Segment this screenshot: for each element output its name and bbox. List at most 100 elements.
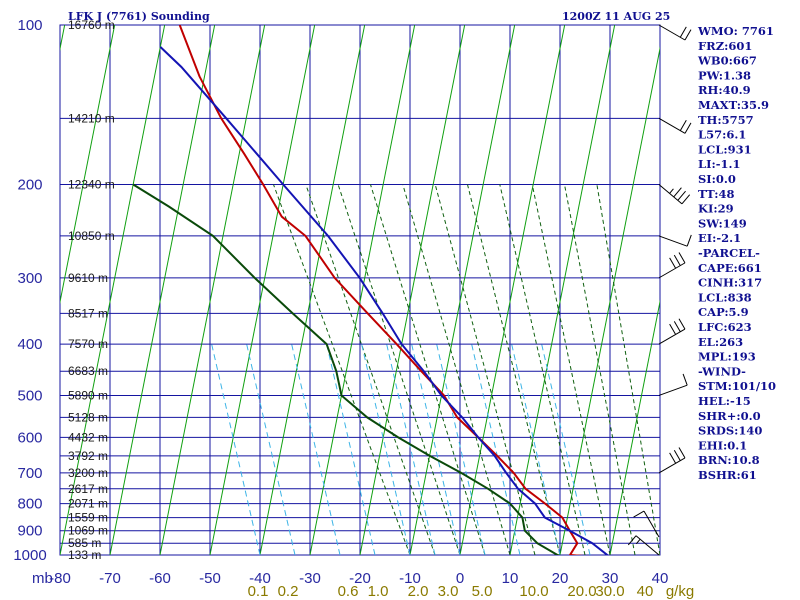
- wind-barb: [658, 117, 692, 134]
- isotherm-line: [359, 25, 466, 555]
- pressure-tick-label: 700: [17, 465, 42, 482]
- moist-adiabat-line: [337, 184, 461, 555]
- mixing-ratio-line: [471, 343, 521, 555]
- mixing-ratio-line: [246, 343, 296, 555]
- mixing-ratio-label: 0.1: [248, 583, 269, 600]
- isotherm-line: [309, 25, 416, 555]
- isotherm-line: [409, 25, 516, 555]
- wind-barb-staff: [635, 535, 660, 556]
- wind-barb-flag: [669, 323, 677, 335]
- sounding-indices: WMO: 7761FRZ:601WB0:667PW:1.38RH:40.9MAX…: [697, 24, 776, 482]
- index-line: WB0:667: [697, 54, 757, 68]
- temperature-tick-label: -30: [299, 570, 321, 587]
- moist-adiabat-line: [564, 184, 636, 555]
- wind-barb: [627, 535, 660, 556]
- temperature-tick-label: -20: [349, 570, 371, 587]
- sounding-series: [132, 25, 609, 555]
- height-label: 8517 m: [68, 306, 108, 320]
- index-line: -PARCEL-: [698, 246, 760, 260]
- wind-barb-flag: [681, 194, 691, 205]
- mixing-ratio-label: 30.0: [595, 583, 624, 600]
- wind-barb-staff: [658, 457, 686, 474]
- moist-adiabat-line: [273, 184, 411, 555]
- height-label: 1069 m: [68, 524, 108, 538]
- wind-barb-half: [635, 538, 641, 545]
- chart-grid: [59, 24, 661, 556]
- height-label: 14210 m: [68, 111, 115, 125]
- moist-adiabat-line: [499, 184, 586, 555]
- wind-barb: [658, 184, 691, 205]
- mixing-ratio-line: [326, 343, 376, 555]
- isotherm-line: [60, 25, 116, 305]
- mixing-ratio-label: 10.0: [519, 583, 548, 600]
- pressure-tick-label: 400: [17, 336, 42, 353]
- temperature-line: [178, 25, 584, 555]
- wind-barb: [658, 373, 688, 396]
- virtual_temperature-line: [159, 46, 609, 555]
- height-label: 3200 m: [68, 466, 108, 480]
- height-label: 10850 m: [68, 229, 115, 243]
- moist-adiabat-line: [467, 184, 561, 555]
- mixing-ratio-label: 40: [637, 583, 654, 600]
- wind-barb: [658, 252, 686, 279]
- wind-barb-staff: [658, 328, 686, 345]
- wind-barb-staff: [658, 24, 686, 41]
- mixing-ratio-unit: g/kg: [666, 583, 694, 600]
- mixing-ratio-line: [511, 343, 561, 555]
- wind-barb-staff: [658, 117, 686, 134]
- temperature-tick-label: -50: [199, 570, 221, 587]
- index-line: MPL:193: [698, 350, 756, 364]
- wind-barb-flag: [633, 510, 645, 518]
- mixing-ratio-label: 3.0: [438, 583, 459, 600]
- wind-barb: [658, 24, 692, 41]
- wind-barb: [633, 510, 660, 538]
- x-unit-label: mb: [32, 570, 53, 587]
- moist-adiabat-line: [305, 184, 436, 555]
- pressure-tick-label: 900: [17, 523, 42, 540]
- mixing-ratio-line: [211, 343, 261, 555]
- index-line: SW:149: [698, 216, 747, 230]
- index-line: EL:263: [698, 335, 743, 349]
- index-line: HEL:-15: [698, 394, 751, 408]
- index-line: TT:48: [698, 187, 735, 201]
- pressure-tick-label: 500: [17, 387, 42, 404]
- temperature-tick-label: -40: [249, 570, 271, 587]
- temperature-tick-label: 20: [552, 570, 569, 587]
- wind-barb-staff: [658, 262, 686, 279]
- adiabats: [60, 25, 660, 555]
- wind-barb-flag: [673, 254, 681, 266]
- index-line: MAXT:35.9: [698, 98, 769, 112]
- moist-adiabat-line: [531, 184, 611, 555]
- wind-barb-flag: [669, 257, 677, 269]
- wind-barb-flag: [678, 252, 686, 264]
- wind-barb-flag: [673, 187, 682, 198]
- index-line: FRZ:601: [698, 39, 752, 53]
- isotherm-line: [159, 25, 266, 555]
- isotherm-line: [459, 25, 566, 555]
- isotherm-line: [109, 25, 216, 555]
- temperature-tick-label: -70: [99, 570, 121, 587]
- dewpoint-line: [132, 183, 562, 555]
- height-label: 585 m: [68, 536, 101, 550]
- wind-barb-flag: [678, 318, 686, 330]
- index-line: STM:101/10: [698, 379, 776, 393]
- index-line: LCL:838: [698, 290, 752, 304]
- wind-barb-half: [669, 188, 674, 194]
- isotherm-line: [509, 25, 616, 555]
- chart-title: LFK J (7761) Sounding: [68, 10, 210, 23]
- height-label: 6683 m: [68, 364, 108, 378]
- height-label: 1559 m: [68, 511, 108, 525]
- wind-barb-staff: [658, 184, 683, 205]
- index-line: EI:-2.1: [698, 231, 741, 245]
- wind-barb-flag: [673, 449, 681, 461]
- pressure-tick-label: 1000: [13, 547, 46, 564]
- moist-adiabat-line: [434, 184, 536, 555]
- wind-barb-flag: [678, 447, 686, 459]
- pressure-tick-label: 800: [17, 496, 42, 513]
- moist-adiabat-line: [402, 184, 511, 555]
- pressure-tick-label: 600: [17, 429, 42, 446]
- index-line: KI:29: [698, 202, 734, 216]
- index-line: TH:5757: [698, 113, 754, 127]
- isotherm-line: [60, 25, 166, 555]
